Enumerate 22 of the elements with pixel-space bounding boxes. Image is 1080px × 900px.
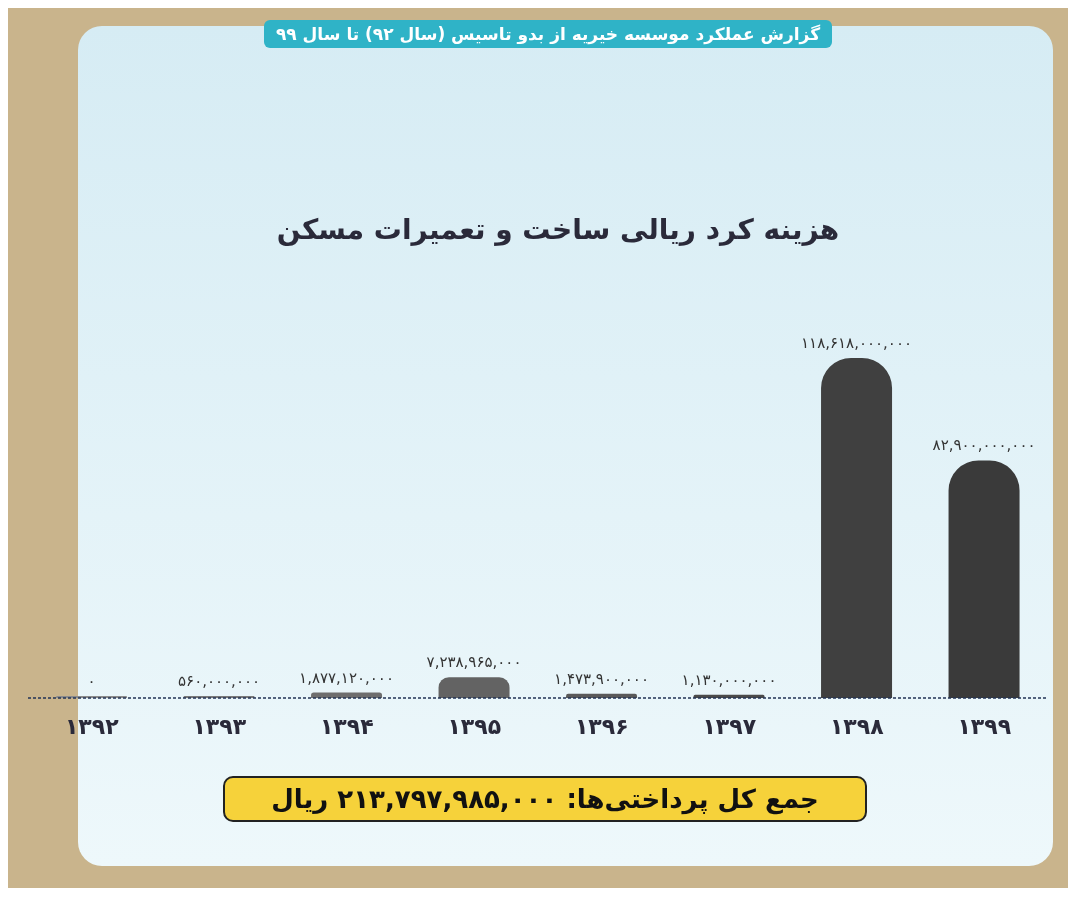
data-label: ۵۶۰,۰۰۰,۰۰۰ xyxy=(178,672,261,690)
x-tick-label: ۱۳۹۷ xyxy=(702,713,757,739)
bar xyxy=(438,677,510,698)
x-tick-label: ۱۳۹۳ xyxy=(192,713,247,739)
data-label: ۱,۸۷۷,۱۲۰,۰۰۰ xyxy=(299,668,394,687)
text: جمع کل پرداختی‌ها: ۲۱۳,۷۹۷,۹۸۵,۰۰۰ ریال xyxy=(223,776,867,822)
bar xyxy=(821,358,893,698)
data-label: ۱,۴۷۳,۹۰۰,۰۰۰ xyxy=(554,669,649,688)
bar xyxy=(948,460,1020,698)
data-label: ۷,۲۳۸,۹۶۵,۰۰۰ xyxy=(426,653,522,672)
x-tick-label: ۱۳۹۵ xyxy=(447,713,502,739)
x-tick-label: ۱۳۹۴ xyxy=(319,713,374,739)
data-label: ۱۱۸,۶۱۸,۰۰۰,۰۰۰ xyxy=(801,334,913,352)
x-tick-label: ۱۳۹۸ xyxy=(829,713,885,739)
data-label: ۸۲,۹۰۰,۰۰۰,۰۰۰ xyxy=(932,436,1036,455)
x-tick-label: ۱۳۹۲ xyxy=(64,713,120,739)
data-label: ۱,۱۳۰,۰۰۰,۰۰۰ xyxy=(681,670,777,689)
chart-subtitle: هزینه کرد ریالی ساخت و تعمیرات مسکن xyxy=(275,213,841,246)
x-tick-label: ۱۳۹۶ xyxy=(574,713,629,739)
x-tick-label: ۱۳۹۹ xyxy=(957,713,1012,739)
data-label: ۰ xyxy=(87,672,96,690)
chart-title: گزارش عملکرد موسسه خیریه از بدو تاسیس (سال ۹۲) تا سال ۹۹ xyxy=(263,20,833,48)
